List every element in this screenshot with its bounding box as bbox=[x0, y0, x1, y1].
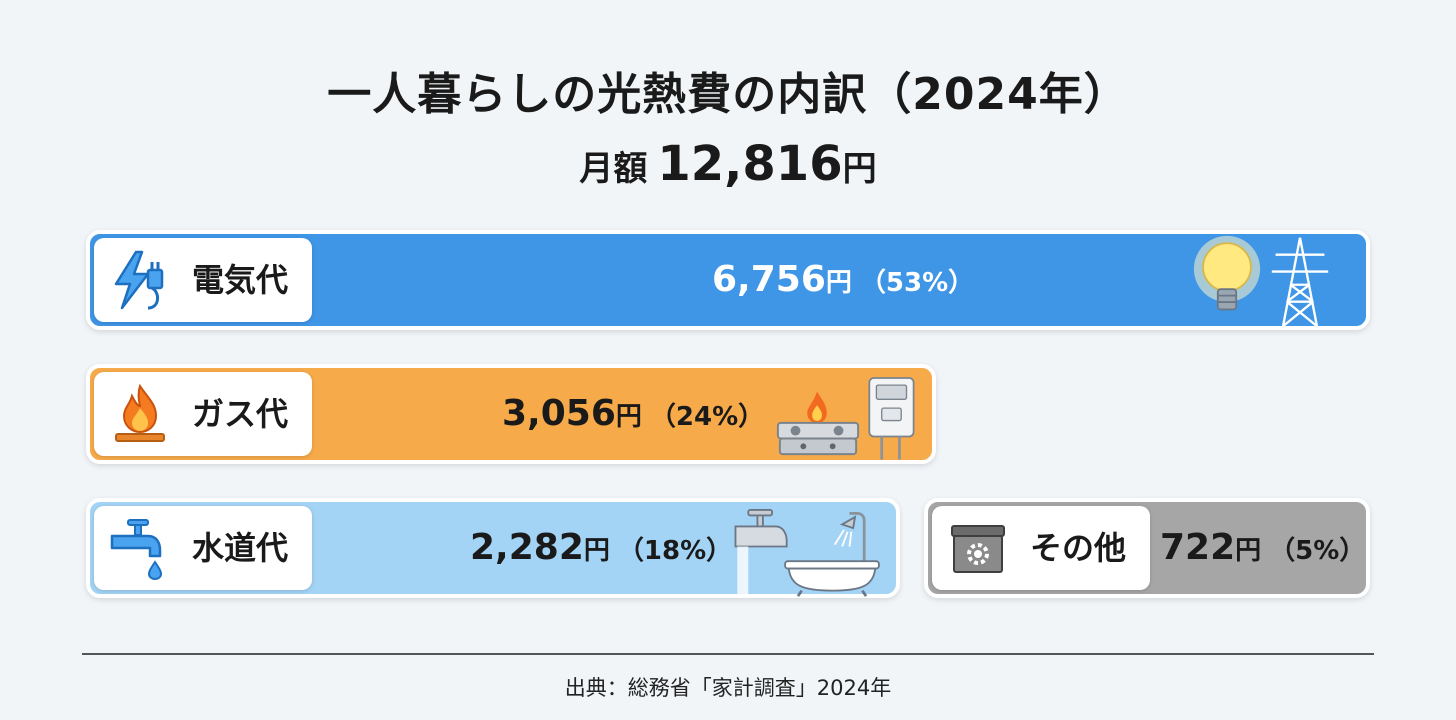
value-gas: 3,056 bbox=[502, 393, 616, 434]
faucet-drop-icon bbox=[110, 519, 163, 580]
value-label-electricity: 6,756円 （53%） bbox=[712, 234, 974, 332]
bar-other: その他 722円 （5%） bbox=[924, 498, 1370, 598]
footer-divider bbox=[82, 653, 1374, 655]
category-label-electricity: 電気代 bbox=[192, 261, 289, 299]
lightning-plug-icon bbox=[114, 250, 164, 310]
bathtub-shower-icon bbox=[784, 511, 880, 597]
value-electricity: 6,756 bbox=[712, 259, 826, 300]
bar-water: 水道代 2,282円 （18%） bbox=[86, 498, 900, 598]
gear-box-icon bbox=[951, 525, 1005, 573]
value-label-water: 2,282円 （18%） bbox=[470, 502, 732, 600]
bar-gas: ガス代 3,056円 （24%） bbox=[86, 364, 936, 464]
value-other: 722 bbox=[1160, 527, 1236, 568]
faucet-icon bbox=[734, 509, 788, 595]
water-heater-icon bbox=[868, 377, 915, 460]
category-label-gas: ガス代 bbox=[192, 395, 289, 433]
percent-electricity: （53%） bbox=[859, 268, 975, 298]
label-box-other: その他 bbox=[932, 506, 1150, 590]
percent-water: （18%） bbox=[617, 536, 733, 566]
unit-gas: 円 bbox=[615, 402, 642, 432]
category-label-water: 水道代 bbox=[192, 529, 289, 567]
chart-title: 一人暮らしの光熱費の内訳（2024年） bbox=[327, 69, 1129, 120]
gas-stove-icon bbox=[776, 391, 860, 456]
monthly-total-unit: 円 bbox=[842, 149, 877, 189]
value-label-gas: 3,056円 （24%） bbox=[502, 368, 764, 466]
value-water: 2,282 bbox=[470, 527, 584, 568]
value-label-other: 722円 （5%） bbox=[1160, 502, 1365, 600]
label-box-gas: ガス代 bbox=[94, 372, 312, 456]
unit-water: 円 bbox=[583, 536, 610, 566]
monthly-total-amount: 12,816 bbox=[657, 136, 843, 192]
unit-other: 円 bbox=[1235, 536, 1262, 566]
percent-gas: （24%） bbox=[649, 402, 765, 432]
light-bulb-icon bbox=[1193, 235, 1261, 311]
bar-electricity: 電気代 6,756円 （53%） bbox=[86, 230, 1370, 330]
source-note: 出典：総務省「家計調査」2024年 bbox=[564, 676, 892, 700]
label-box-electricity: 電気代 bbox=[94, 238, 312, 322]
percent-other: （5%） bbox=[1269, 536, 1366, 566]
label-box-water: 水道代 bbox=[94, 506, 312, 590]
power-tower-icon bbox=[1271, 237, 1329, 328]
category-label-other: その他 bbox=[1030, 529, 1127, 567]
flame-stove-icon bbox=[115, 383, 165, 442]
monthly-total: 月額 12,816円 bbox=[0, 136, 1456, 192]
unit-electricity: 円 bbox=[825, 268, 852, 298]
monthly-total-label: 月額 bbox=[579, 149, 648, 189]
